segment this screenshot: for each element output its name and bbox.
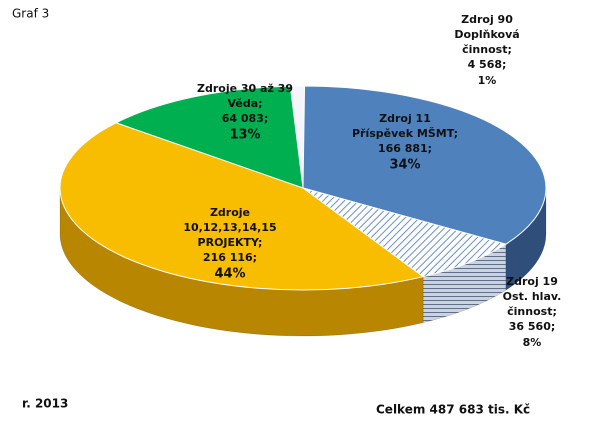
pie-tops: [59, 85, 547, 291]
category-label: Zdroj 11: [379, 112, 431, 125]
category-label: Věda;: [227, 97, 262, 110]
category-label: Zdroj 19: [506, 275, 558, 288]
pie-slice: [302, 187, 508, 278]
total: Celkem 487 683 tis. Kč: [376, 403, 530, 417]
data-labels: Zdroj 90 Doplňková činnost; 4 568; 1% Zdroj 1…: [183, 13, 561, 349]
value-label: 216 116;: [203, 251, 257, 264]
category-label: 10,12,13,14,15: [183, 221, 276, 234]
percentage-label: 34%: [389, 158, 420, 173]
category-label: Zdroje: [210, 206, 250, 219]
category-label: Ost. hlav.: [503, 290, 562, 303]
value-label: 36 560;: [509, 320, 556, 333]
percentage-label: 44%: [214, 267, 245, 282]
chart-title: Graf 3: [12, 7, 49, 21]
percentage-label: 13%: [229, 128, 260, 143]
category-label: Zdroje 30 až 39: [197, 82, 293, 95]
note: r. 2013: [22, 397, 68, 411]
percentage-label: 8%: [523, 336, 542, 349]
category-label: Doplňková: [454, 28, 519, 41]
category-label: činnost;: [462, 43, 512, 56]
value-label: 4 568;: [468, 58, 507, 71]
category-label: PROJEKTY;: [198, 236, 263, 249]
pie-slice: [114, 85, 304, 189]
category-label: Zdroj 90: [461, 13, 513, 26]
value-label: 166 881;: [378, 142, 432, 155]
category-label: Příspěvek MŠMT;: [352, 127, 458, 140]
pie-slice: [59, 122, 425, 291]
value-label: 64 083;: [222, 112, 269, 125]
percentage-label: 1%: [478, 74, 497, 87]
category-label: činnost;: [507, 305, 557, 318]
